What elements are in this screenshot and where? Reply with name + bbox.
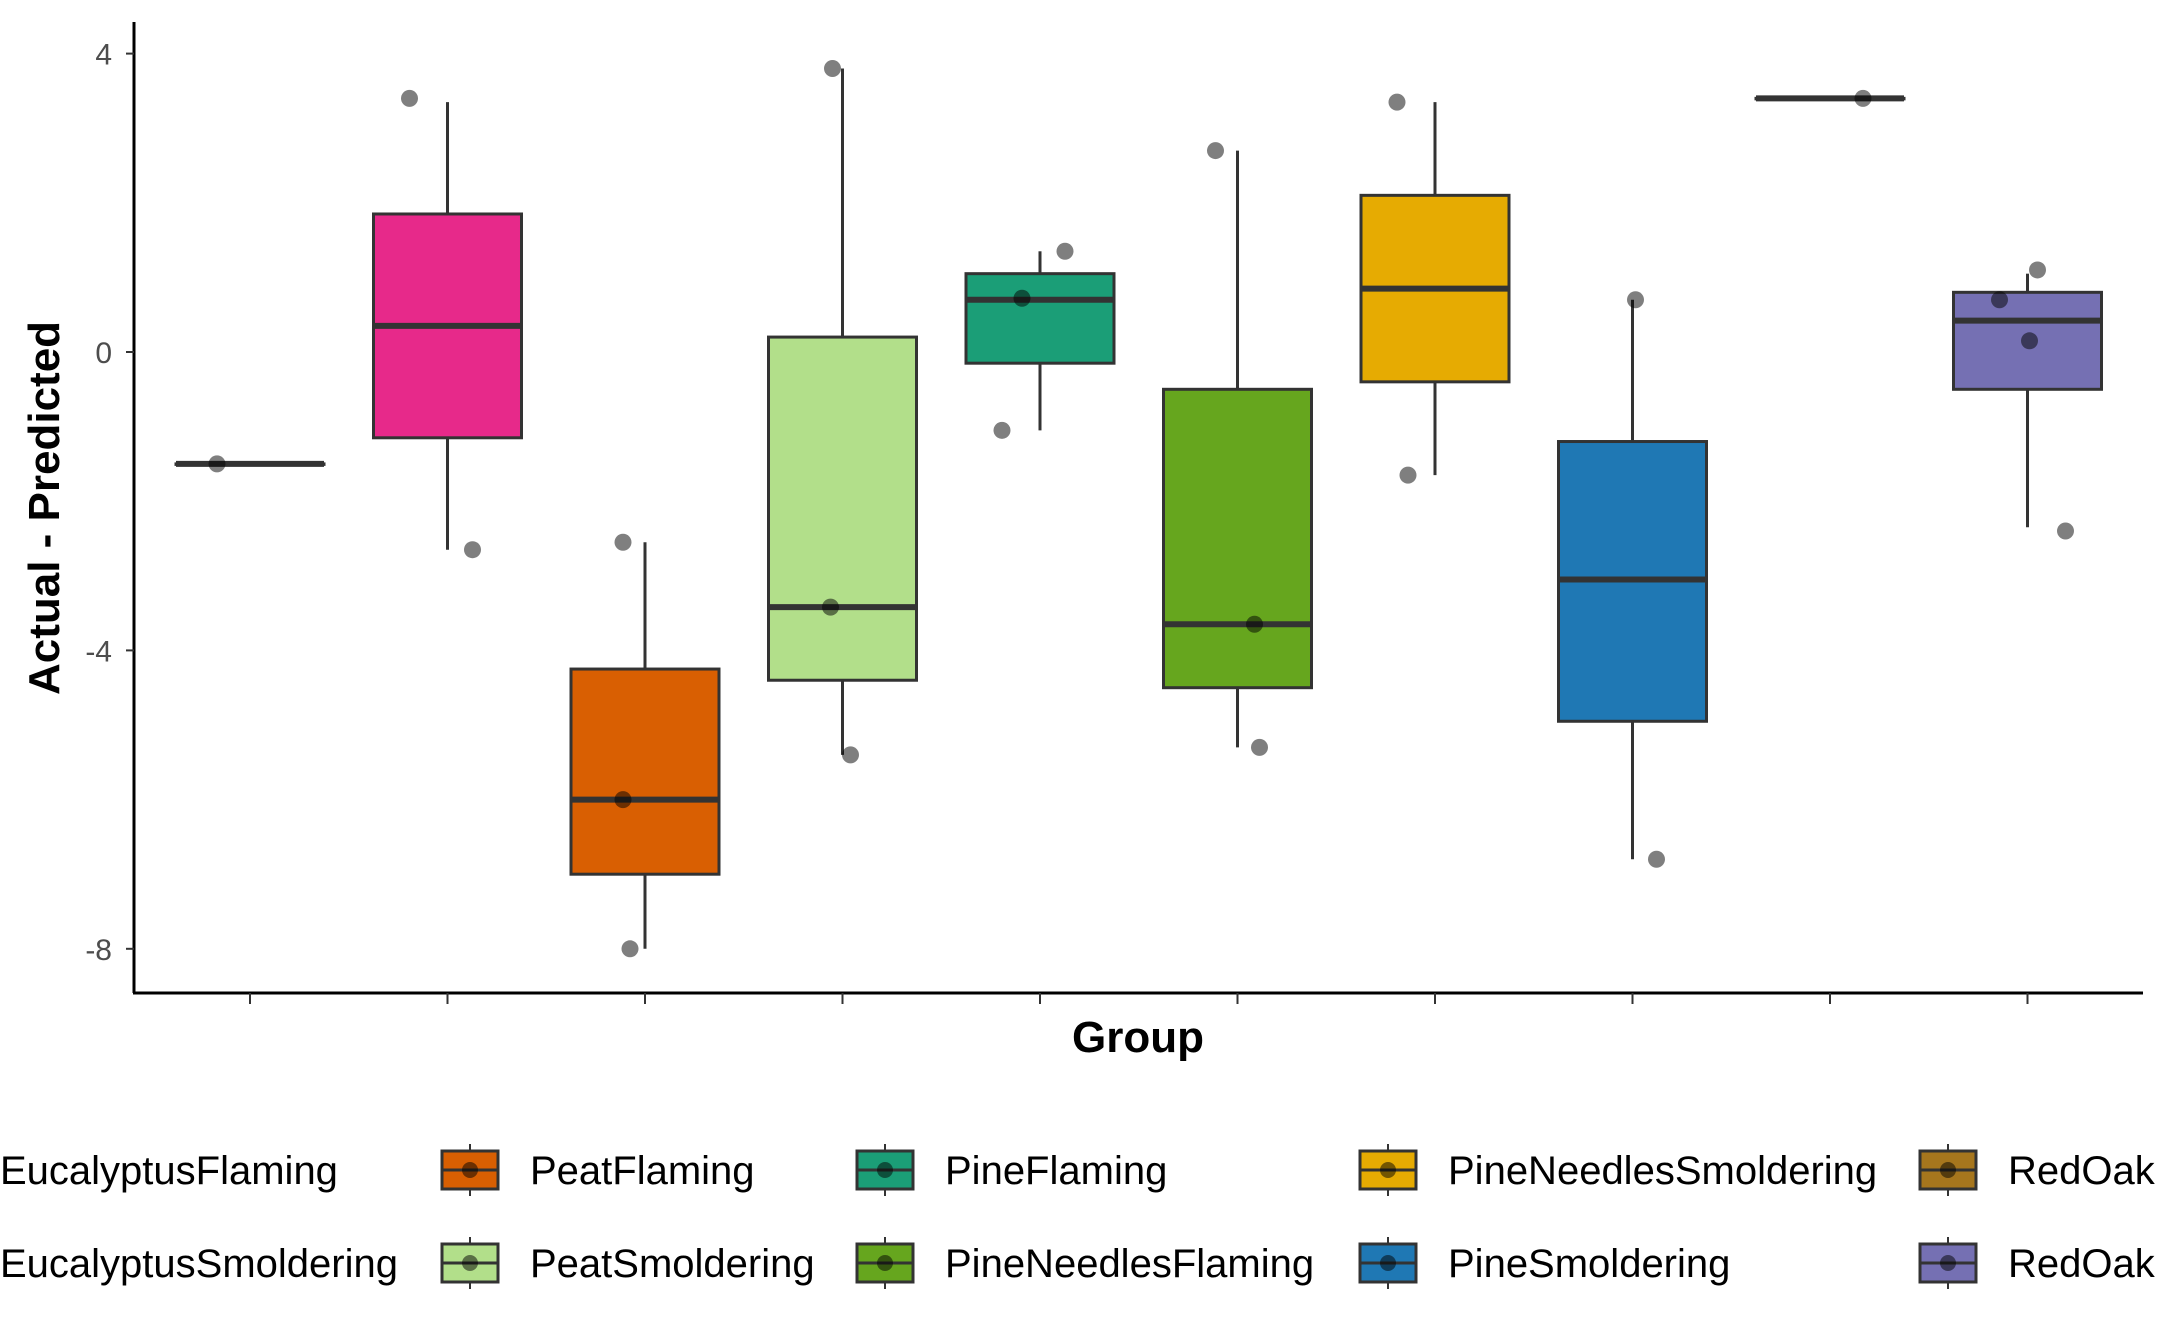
data-point <box>1399 466 1417 484</box>
legend-key-point <box>1940 1162 1956 1178</box>
legend-key-point <box>1940 1255 1956 1271</box>
box-group-2 <box>569 533 721 958</box>
legend-label: PineNeedlesSmoldering <box>1448 1149 1877 1193</box>
data-point <box>401 89 418 107</box>
data-point <box>1246 615 1263 633</box>
data-point <box>2029 261 2046 279</box>
axes-layer <box>132 22 2143 995</box>
boxes-layer <box>174 60 2103 958</box>
data-point <box>1056 242 1074 260</box>
legend-key-point <box>877 1162 893 1178</box>
y-tick-label-3: -8 <box>85 934 112 967</box>
y-axis-title: Actual - Predicted <box>20 321 69 695</box>
legend-item-2: PeatFlaming <box>440 1144 755 1196</box>
box-group-6 <box>1359 93 1511 484</box>
data-point <box>1251 738 1268 756</box>
x-ticks-layer <box>249 993 2029 1004</box>
legend-label: PeatFlaming <box>530 1149 755 1193</box>
legend-label: PeatSmoldering <box>530 1242 815 1286</box>
data-point <box>842 746 859 764</box>
legend-key-point <box>1380 1255 1396 1271</box>
data-point <box>1388 93 1406 111</box>
legend-label: RedOak <box>2008 1149 2156 1193</box>
legend-key-point <box>462 1162 478 1178</box>
box <box>964 272 1116 365</box>
legend-label: EucalyptusFlaming <box>0 1149 338 1193</box>
data-point <box>2057 522 2074 540</box>
data-point <box>1991 291 2008 309</box>
data-point <box>1648 850 1665 868</box>
legend-label: PineNeedlesFlaming <box>945 1242 1314 1286</box>
data-point <box>1013 289 1031 307</box>
data-point <box>464 541 481 559</box>
box-group-5 <box>1162 142 1313 756</box>
legend-item-7: PineSmoldering <box>1358 1237 1730 1289</box>
legend-label: RedOak <box>2008 1242 2156 1286</box>
legend-item-0: EucalyptusFlaming <box>0 1149 338 1193</box>
data-point <box>1854 89 1872 107</box>
data-point <box>614 533 632 551</box>
y-tick-label-1: 0 <box>95 337 112 370</box>
data-point <box>621 940 639 958</box>
legend-item-5: PineNeedlesFlaming <box>855 1237 1314 1289</box>
data-point <box>824 60 841 78</box>
box-group-7 <box>1557 291 1708 868</box>
box <box>569 667 721 876</box>
box-group-3 <box>767 60 918 764</box>
data-point <box>1627 291 1644 309</box>
data-point <box>2021 332 2038 350</box>
x-axis-title: Group <box>1072 1013 1204 1062</box>
legend-key-point <box>462 1255 478 1271</box>
legend-label: PineFlaming <box>945 1149 1167 1193</box>
legend-label: PineSmoldering <box>1448 1242 1730 1286</box>
y-ticks-layer: 4 0 -4 -8 <box>85 39 134 967</box>
y-tick-label-0: 4 <box>95 39 112 72</box>
legend-item-8: RedOak <box>1918 1144 2156 1196</box>
box-group-1 <box>372 89 523 559</box>
legend-label: EucalyptusSmoldering <box>0 1242 398 1286</box>
legend-key-point <box>877 1255 893 1271</box>
box-group-0 <box>174 455 326 473</box>
box-group-9 <box>1952 261 2103 540</box>
data-point <box>208 455 226 473</box>
legend-item-4: PineFlaming <box>855 1144 1167 1196</box>
data-point <box>993 421 1011 439</box>
data-point <box>822 598 839 616</box>
data-point <box>1207 142 1224 160</box>
box-group-4 <box>964 242 1116 439</box>
box <box>1162 387 1313 690</box>
box <box>767 335 918 682</box>
legend-item-6: PineNeedlesSmoldering <box>1358 1144 1877 1196</box>
legend-item-9: RedOak <box>1918 1237 2156 1289</box>
y-tick-label-2: -4 <box>85 635 112 668</box>
legend: EucalyptusFlaming EucalyptusSmoldering Pea… <box>0 1144 2156 1289</box>
data-point <box>614 791 632 809</box>
box-group-8 <box>1754 89 1906 107</box>
legend-key-point <box>1380 1162 1396 1178</box>
legend-item-1: EucalyptusSmoldering <box>0 1242 398 1286</box>
legend-item-3: PeatSmoldering <box>440 1237 815 1289</box>
